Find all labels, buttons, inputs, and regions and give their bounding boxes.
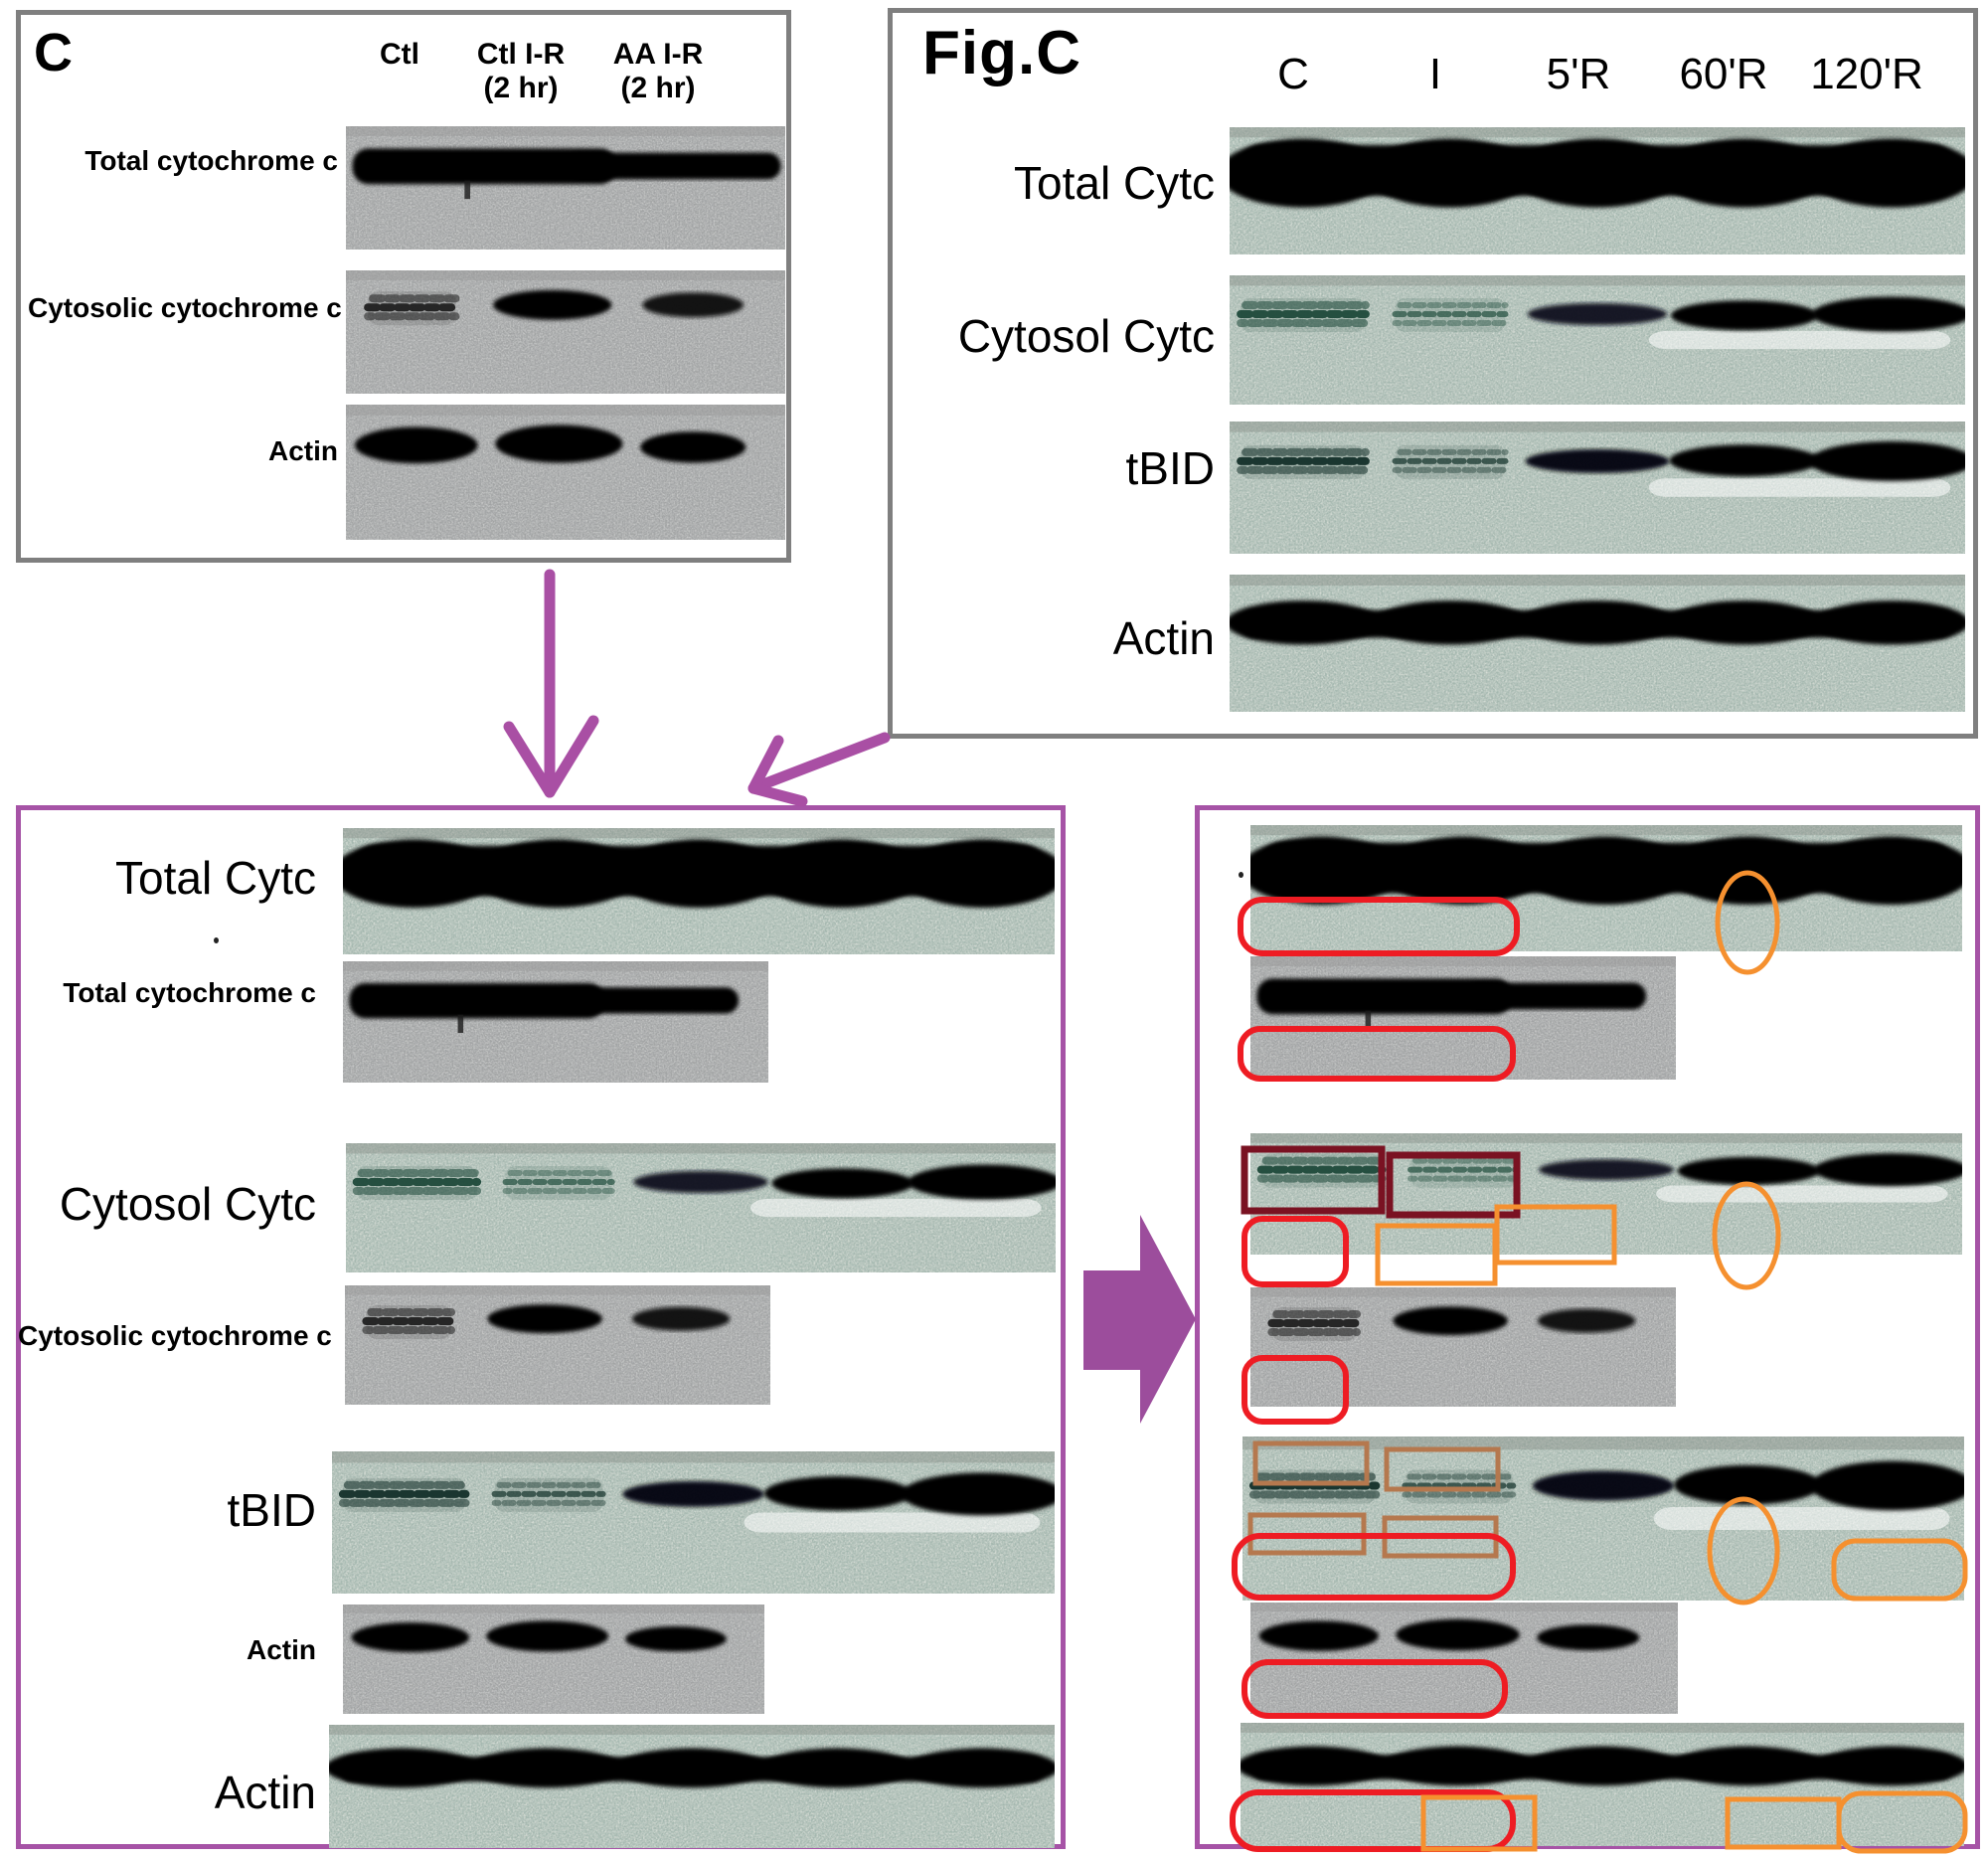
western-blot-bl-total-cytochrome-c	[343, 961, 768, 1083]
row-label-cytosolic-cytochrome-c: Cytosolic cytochrome c	[28, 292, 342, 323]
western-blot-br-total-cytochrome-c	[1250, 956, 1676, 1080]
row-label-bl-total-cytc: Total Cytc	[115, 852, 316, 904]
western-blot-br-actin-large	[1241, 1723, 1964, 1846]
row-label-tbid: tBID	[1125, 442, 1215, 494]
scan-speck-1	[1239, 872, 1243, 878]
western-blot-br-tbid	[1242, 1436, 1964, 1601]
lane-header-120r: 120'R	[1810, 50, 1923, 98]
western-blot-tl-actin	[346, 405, 785, 540]
lane-header-ctl-line1: Ctl	[380, 38, 419, 71]
lane-header-ctl-ir-line1: Ctl I-R	[476, 38, 566, 71]
western-blot-br-total-cytc	[1250, 825, 1962, 951]
western-blot-tr-total-cytc	[1230, 127, 1965, 254]
row-label-total-cytc: Total Cytc	[1014, 157, 1215, 209]
arrow-from-panel-C-icon	[503, 569, 599, 798]
lane-header-ctl-ir: Ctl I-R (2 hr)	[449, 38, 592, 105]
row-label-bl-cytosol-cytc: Cytosol Cytc	[59, 1178, 316, 1230]
lane-header-5r: 5'R	[1546, 50, 1611, 98]
lane-header-aa-ir: AA I-R (2 hr)	[586, 38, 730, 105]
lane-header-c: C	[1277, 50, 1309, 98]
lane-header-60r: 60'R	[1679, 50, 1768, 98]
row-label-bl-cytosolic-cytochrome-c: Cytosolic cytochrome c	[18, 1320, 332, 1351]
row-label-actin-figc: Actin	[1112, 612, 1215, 664]
panel-original-blot-C	[16, 10, 791, 563]
western-blot-tr-cytosol-cytc	[1230, 275, 1965, 405]
lane-header-ctl: Ctl	[350, 38, 449, 72]
western-blot-br-cytosolic-cytochrome-c	[1250, 1287, 1676, 1407]
western-blot-bl-actin-small	[343, 1605, 764, 1714]
western-blot-bl-cytosol-cytc	[346, 1143, 1056, 1272]
row-label-bl-tbid: tBID	[227, 1484, 316, 1536]
western-blot-br-cytosol-cytc	[1250, 1133, 1962, 1255]
western-blot-tr-actin	[1230, 575, 1965, 712]
western-blot-bl-tbid	[332, 1451, 1055, 1594]
western-blot-bl-total-cytc	[343, 828, 1055, 954]
row-label-bl-actin-small: Actin	[247, 1634, 316, 1665]
panel-label-C: C	[34, 23, 73, 83]
lane-header-aa-ir-line1: AA I-R	[612, 38, 704, 71]
western-blot-tr-tbid	[1230, 422, 1965, 554]
row-label-bl-total-cytochrome-c: Total cytochrome c	[63, 977, 316, 1008]
panel-comparison-annotated	[1195, 805, 1980, 1849]
row-label-total-cytochrome-c: Total cytochrome c	[84, 145, 338, 176]
big-right-arrow-icon	[1083, 1215, 1196, 1424]
western-blot-tl-cytosolic-cytochrome-c	[346, 270, 785, 394]
panel-label-figc: Fig.C	[922, 19, 1081, 87]
lane-header-i: I	[1428, 50, 1442, 98]
western-blot-tl-total-cytochrome-c	[346, 126, 785, 250]
row-label-bl-actin-large: Actin	[214, 1767, 316, 1818]
row-label-cytosol-cytc: Cytosol Cytc	[957, 310, 1215, 362]
western-blot-bl-cytosolic-cytochrome-c	[345, 1285, 770, 1405]
lane-header-aa-ir-line2: (2 hr)	[620, 72, 696, 104]
lane-header-ctl-ir-line2: (2 hr)	[483, 72, 559, 104]
western-blot-bl-actin-large	[329, 1725, 1055, 1848]
arrow-from-panel-FigC-icon	[747, 732, 891, 807]
western-blot-br-actin-small	[1250, 1603, 1678, 1714]
scan-speck-0	[214, 937, 219, 943]
panel-original-blot-FigC	[888, 8, 1978, 739]
row-label-actin: Actin	[268, 435, 338, 466]
